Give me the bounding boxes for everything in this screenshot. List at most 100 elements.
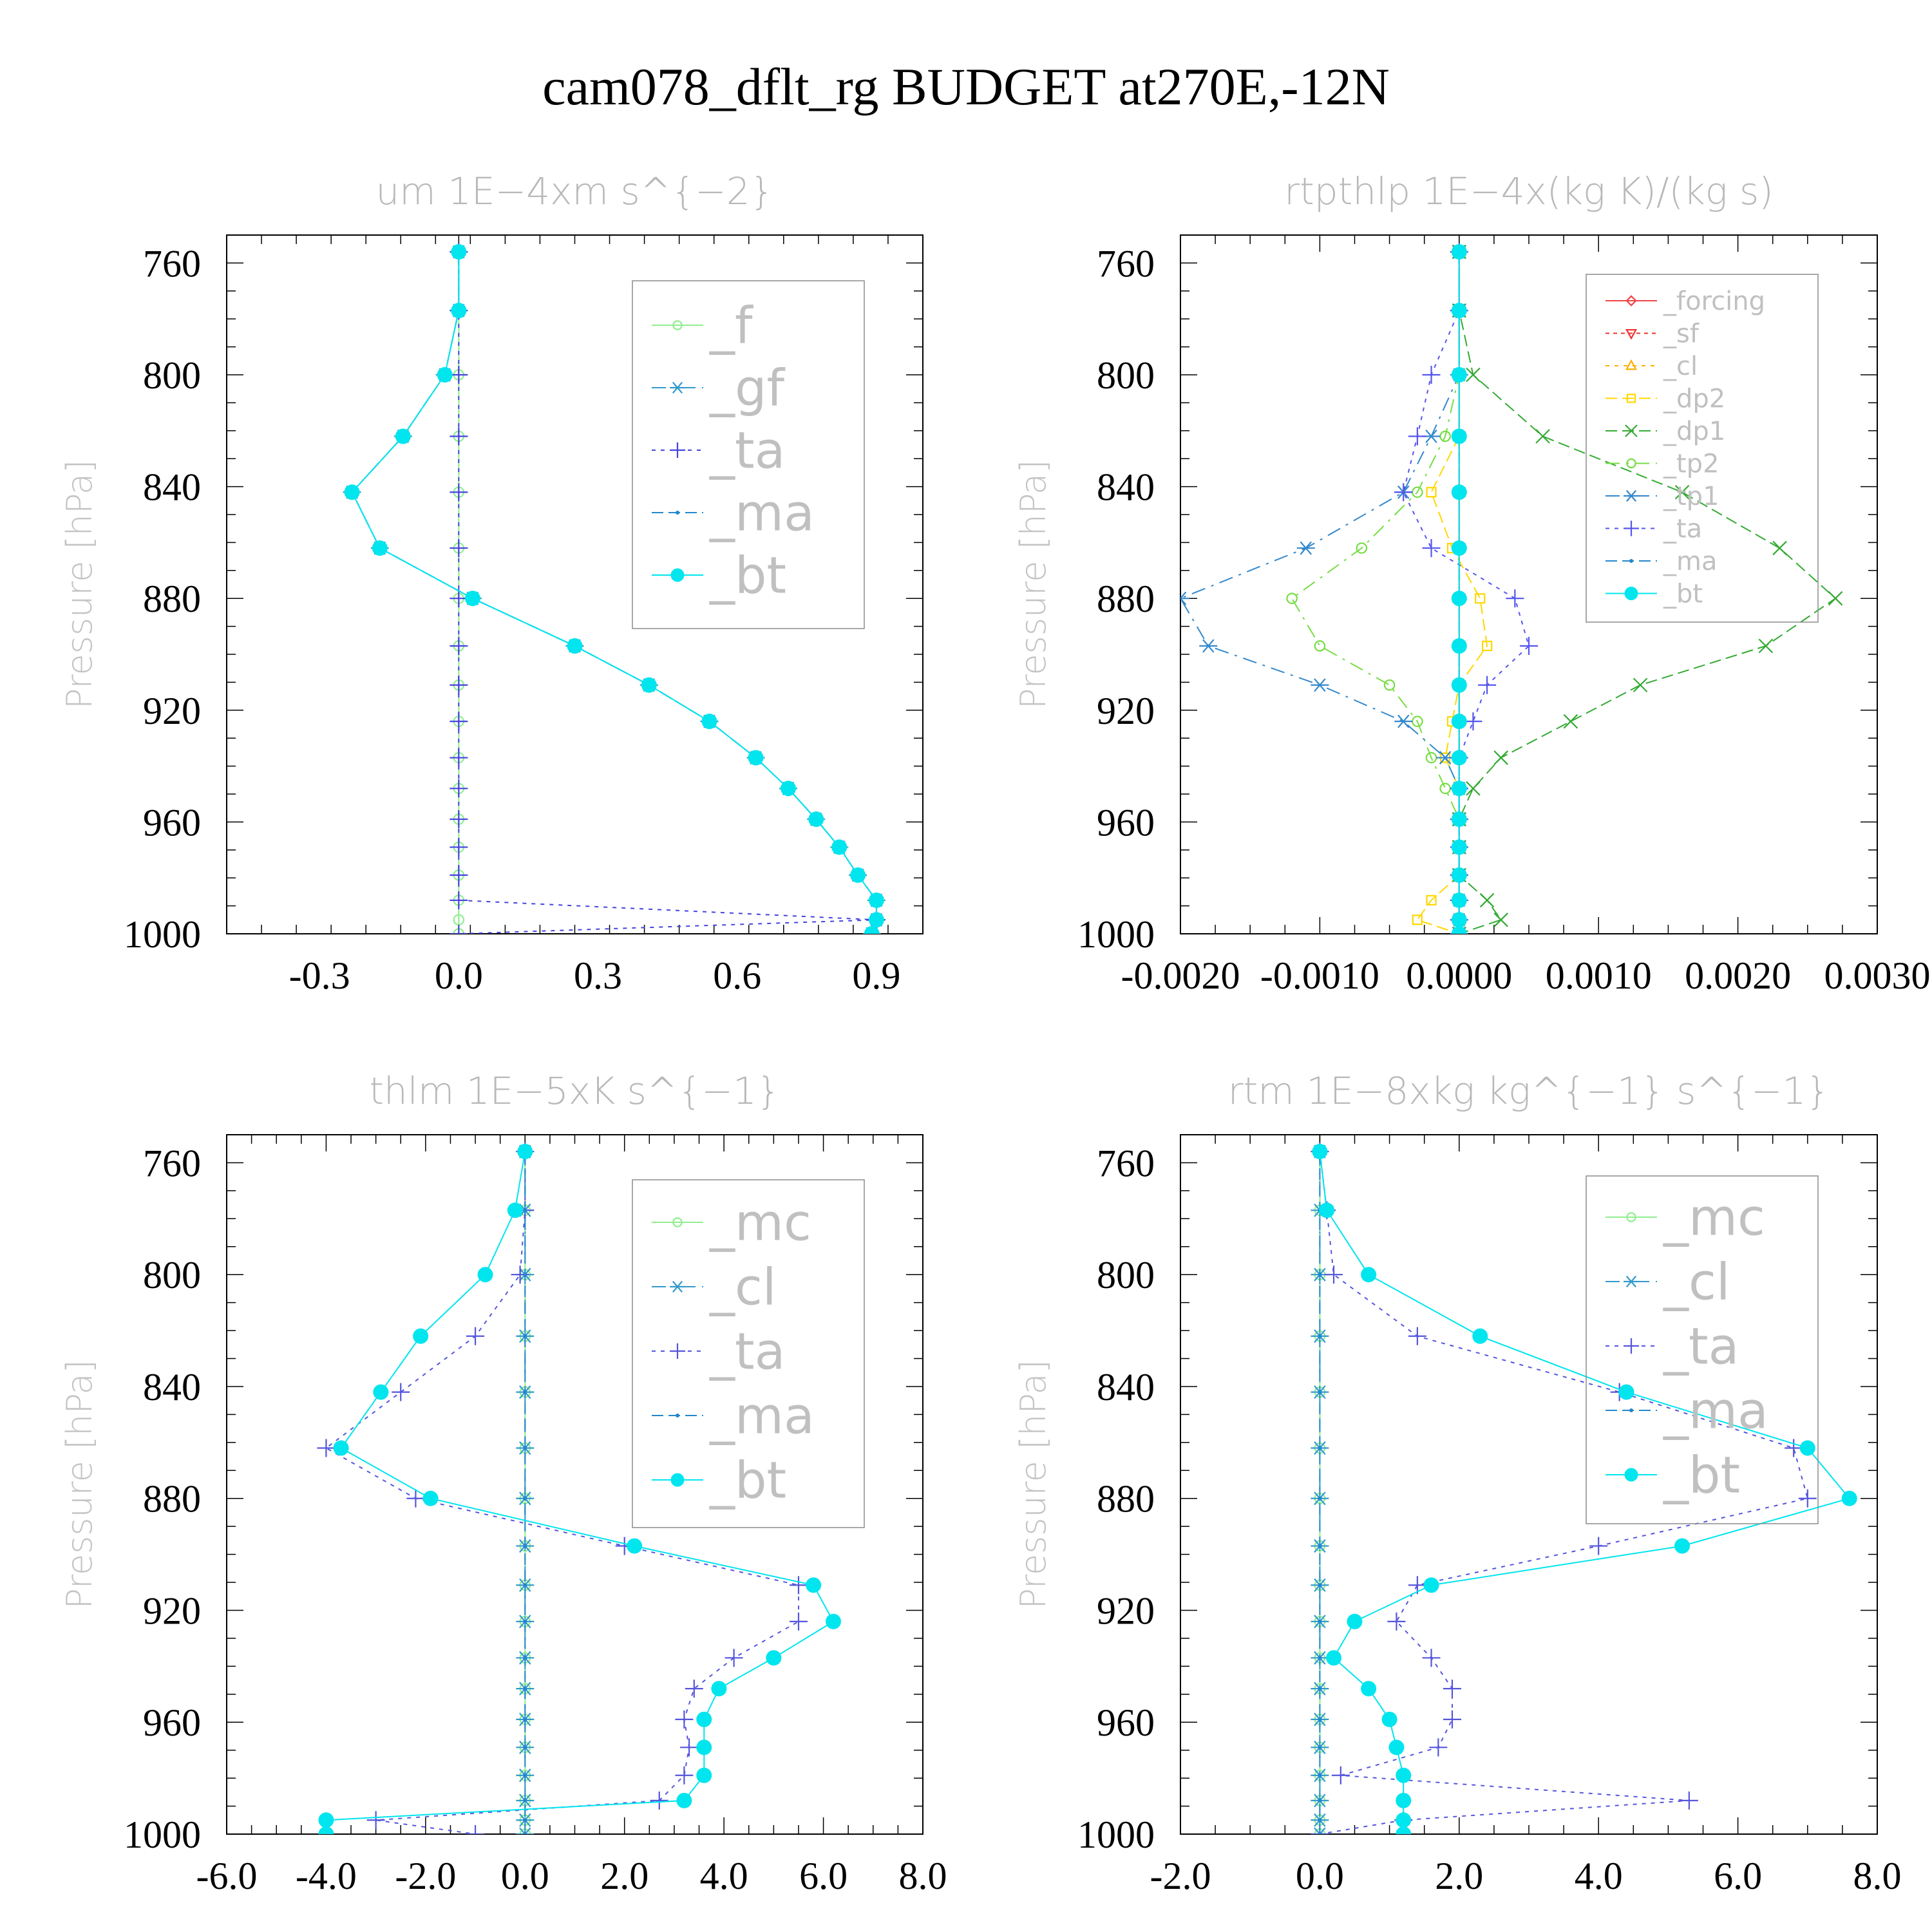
x-tick-label: -0.0020	[1121, 954, 1240, 997]
panel-title: rtpthlp 1E−4x(kg K)/(kg s)	[1284, 169, 1774, 213]
marker-cross	[1563, 714, 1578, 729]
series-line	[1291, 252, 1460, 934]
plot-frame	[1180, 234, 1878, 934]
marker-dot	[333, 1440, 349, 1456]
x-tick-label: 6.0	[1714, 1855, 1762, 1897]
marker-dot	[1451, 811, 1467, 828]
marker-point	[1318, 1798, 1322, 1803]
marker-point	[523, 1619, 527, 1624]
series-ta	[1311, 1142, 1817, 1834]
marker-dot	[1451, 926, 1467, 934]
marker-circle	[1314, 640, 1326, 652]
marker-dot	[864, 926, 880, 934]
y-tick-label: 760	[1097, 1142, 1155, 1184]
legend: _mc _cl _ta _ma _bt	[1586, 1175, 1819, 1524]
series-line	[1319, 1151, 1809, 1834]
marker-dot	[318, 1826, 334, 1834]
marker-dot	[670, 568, 685, 582]
x-tick-label: -0.3	[289, 954, 350, 997]
y-tick-label: 760	[143, 1142, 201, 1184]
marker-point	[1629, 1408, 1633, 1412]
x-tick-label: 6.0	[799, 1855, 848, 1897]
marker-point	[523, 1208, 527, 1213]
legend-entry: _cl	[1663, 352, 1698, 381]
x-tick-label: 0.0030	[1824, 954, 1931, 997]
marker-point	[1318, 1687, 1322, 1691]
panel-title: rtm 1E−8xkg kg^{−1} s^{−1}	[1228, 1069, 1830, 1113]
marker-dot	[1319, 1202, 1335, 1218]
marker-dot	[1396, 1826, 1412, 1834]
marker-point	[1318, 1717, 1322, 1721]
x-tick-label: 0.0	[501, 1855, 549, 1897]
figure-title: cam078_dflt_rg BUDGET at270E,-12N	[542, 57, 1390, 116]
x-tick-label: -2.0	[1150, 1855, 1211, 1897]
series-tp1	[1180, 245, 1468, 934]
marker-dot	[1312, 1144, 1328, 1160]
marker-point	[1318, 1273, 1322, 1277]
y-axis-label: Pressure [hPa]	[59, 1359, 100, 1609]
series-ta	[1394, 243, 1538, 934]
marker-star	[1300, 541, 1312, 555]
marker-dot	[477, 1267, 493, 1283]
x-tick-label: 0.0020	[1685, 954, 1791, 997]
marker-point	[1318, 1583, 1322, 1587]
marker-point	[523, 1446, 527, 1450]
marker-point	[523, 1745, 527, 1750]
legend-entry: _cl	[1663, 1253, 1730, 1311]
legend: _mc _cl _ta _ma _bt	[632, 1179, 865, 1528]
marker-point	[1629, 559, 1633, 563]
marker-point	[523, 1273, 527, 1277]
marker-dot	[806, 1577, 822, 1593]
legend-entry: _ma	[1663, 547, 1717, 576]
marker-star	[1439, 751, 1452, 765]
marker-dot	[1841, 1490, 1857, 1506]
marker-dot	[1451, 867, 1467, 883]
series-bt	[344, 244, 884, 934]
y-tick-label: 920	[1097, 1589, 1155, 1632]
y-tick-label: 840	[1097, 466, 1155, 509]
marker-dot	[1396, 1812, 1412, 1828]
marker-dot	[1799, 1440, 1815, 1456]
marker-dot	[1624, 1468, 1638, 1482]
y-tick-label: 880	[1097, 1478, 1155, 1520]
y-tick-label: 880	[143, 578, 201, 620]
legend-box	[632, 1179, 865, 1528]
series-ma	[1318, 1150, 1322, 1834]
marker-cross	[1772, 540, 1787, 556]
marker-square	[1481, 640, 1493, 652]
marker-star	[1397, 714, 1410, 728]
marker-star	[1314, 678, 1326, 692]
marker-cross	[1466, 781, 1481, 796]
y-tick-label: 800	[143, 354, 201, 397]
marker-star	[1180, 591, 1187, 600]
x-tick-label: 4.0	[1575, 1855, 1623, 1897]
series-ta	[450, 243, 886, 934]
legend-box	[1586, 1175, 1819, 1524]
marker-dot	[1451, 677, 1467, 693]
marker-dot	[826, 1613, 842, 1629]
x-tick-label: 0.6	[713, 954, 761, 997]
marker-circle	[1626, 458, 1636, 469]
panel-3: -6.0 -4.0 -2.0 0.0 2.0 4.0 6.0 8.0 760 800 840 880 9…	[59, 1069, 947, 1897]
series-ta	[317, 1142, 808, 1834]
marker-star	[1425, 429, 1437, 443]
marker-star	[1318, 1827, 1326, 1834]
legend-entry: _mc	[1663, 1189, 1765, 1247]
marker-dot	[344, 484, 360, 500]
marker-dot	[1361, 1681, 1377, 1697]
x-tick-label: 4.0	[700, 1855, 748, 1897]
series-line	[351, 252, 877, 934]
marker-star	[672, 381, 683, 394]
y-tick-label: 920	[143, 690, 201, 732]
plot-frame	[1180, 1134, 1878, 1835]
plot-frame	[226, 1134, 923, 1835]
marker-square	[1475, 593, 1486, 604]
marker-dot	[1451, 303, 1467, 319]
series-ma	[523, 1150, 527, 1834]
legend: _forcing _sf _cl _dp2 _dp1 _tp2 _tp1 _ta _ma _bt	[1586, 274, 1819, 623]
marker-circle	[1286, 592, 1298, 604]
y-axis-label: Pressure [hPa]	[1013, 1359, 1054, 1609]
marker-point	[1318, 1818, 1322, 1823]
series-line	[351, 252, 877, 934]
marker-point	[523, 1798, 527, 1803]
